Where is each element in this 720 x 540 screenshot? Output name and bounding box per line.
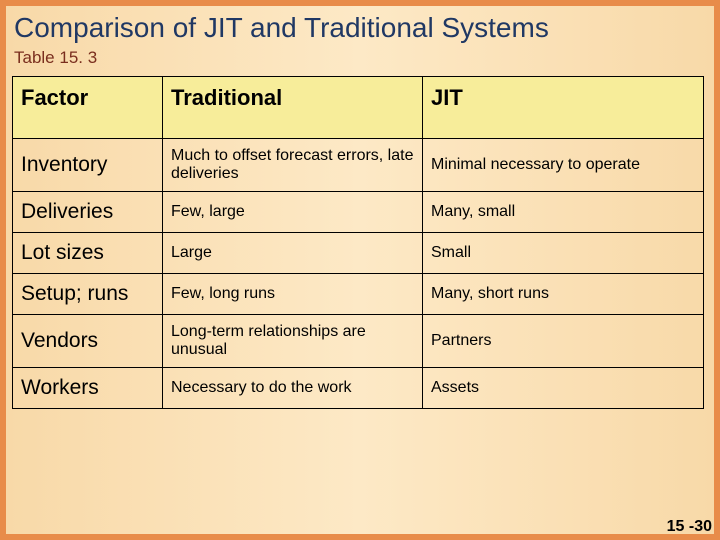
slide-number: 15 -30 bbox=[667, 518, 712, 536]
cell-factor: Inventory bbox=[13, 139, 163, 192]
table-row: Deliveries Few, large Many, small bbox=[13, 192, 704, 233]
cell-traditional: Necessary to do the work bbox=[163, 368, 423, 409]
slide-title: Comparison of JIT and Traditional System… bbox=[14, 12, 704, 44]
cell-jit: Minimal necessary to operate bbox=[423, 139, 704, 192]
cell-jit: Partners bbox=[423, 315, 704, 368]
cell-traditional: Large bbox=[163, 233, 423, 274]
table-row: Lot sizes Large Small bbox=[13, 233, 704, 274]
col-header-traditional: Traditional bbox=[163, 77, 423, 139]
cell-jit: Assets bbox=[423, 368, 704, 409]
col-header-factor: Factor bbox=[13, 77, 163, 139]
cell-jit: Small bbox=[423, 233, 704, 274]
cell-traditional: Long-term relationships are unusual bbox=[163, 315, 423, 368]
col-header-jit: JIT bbox=[423, 77, 704, 139]
slide-body: Comparison of JIT and Traditional System… bbox=[6, 6, 714, 534]
cell-jit: Many, short runs bbox=[423, 274, 704, 315]
table-row: Inventory Much to offset forecast errors… bbox=[13, 139, 704, 192]
table-header-row: Factor Traditional JIT bbox=[13, 77, 704, 139]
table-row: Workers Necessary to do the work Assets bbox=[13, 368, 704, 409]
comparison-table: Factor Traditional JIT Inventory Much to… bbox=[12, 76, 704, 409]
table-row: Setup; runs Few, long runs Many, short r… bbox=[13, 274, 704, 315]
cell-traditional: Few, long runs bbox=[163, 274, 423, 315]
cell-factor: Setup; runs bbox=[13, 274, 163, 315]
cell-factor: Lot sizes bbox=[13, 233, 163, 274]
cell-factor: Vendors bbox=[13, 315, 163, 368]
cell-traditional: Much to offset forecast errors, late del… bbox=[163, 139, 423, 192]
table-caption: Table 15. 3 bbox=[14, 48, 704, 68]
cell-jit: Many, small bbox=[423, 192, 704, 233]
cell-factor: Deliveries bbox=[13, 192, 163, 233]
cell-traditional: Few, large bbox=[163, 192, 423, 233]
cell-factor: Workers bbox=[13, 368, 163, 409]
table-row: Vendors Long-term relationships are unus… bbox=[13, 315, 704, 368]
